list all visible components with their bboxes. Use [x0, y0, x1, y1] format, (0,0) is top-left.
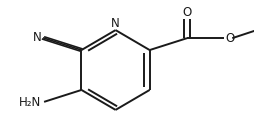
Text: O: O: [182, 6, 192, 19]
Text: O: O: [225, 32, 234, 45]
Text: N: N: [111, 17, 120, 30]
Text: N: N: [33, 31, 42, 44]
Text: H₂N: H₂N: [19, 96, 42, 109]
